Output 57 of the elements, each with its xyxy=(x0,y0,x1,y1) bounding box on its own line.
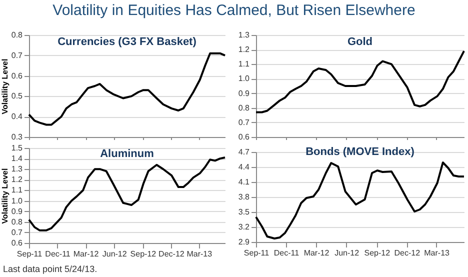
y-tick-label: 0.8 xyxy=(238,103,250,112)
x-tick-label: Jun-12 xyxy=(102,250,128,258)
y-tick-label: 0.8 xyxy=(11,217,24,226)
line-series xyxy=(28,156,226,232)
y-tick-label: 1.2 xyxy=(238,45,250,54)
y-tick-label: 0.9 xyxy=(238,88,250,98)
chart-title: Currencies (G3 FX Basket) xyxy=(58,36,197,48)
y-tick-label: 1.0 xyxy=(238,74,250,84)
y-tick-label: 0.7 xyxy=(11,228,24,237)
y-tick-label: 1.1 xyxy=(11,186,24,195)
chart-title: Aluminum xyxy=(100,148,154,160)
x-tick-label: Sep-12 xyxy=(364,248,391,258)
line-series xyxy=(255,50,465,114)
y-tick-label: 3.8 xyxy=(238,192,250,202)
x-tick-label: Sep-11 xyxy=(244,248,270,258)
y-tick-label: 3.2 xyxy=(238,222,250,232)
y-tick-label: 0.7 xyxy=(238,118,250,127)
y-tick-label: 1.3 xyxy=(11,164,24,174)
x-tick-label: Jun-12 xyxy=(334,248,360,258)
text: Volatility in Equities Has Calmed, But Risen Elsewhere xyxy=(52,2,416,19)
y-tick-label: 0.7 xyxy=(11,50,24,60)
y-tick-label: 1.3 xyxy=(238,30,250,40)
line-series xyxy=(28,52,226,126)
y-tick-label: 0.6 xyxy=(238,132,250,142)
y-tick-label: 2.9 xyxy=(238,238,250,246)
y-axis-title: Volatility Level xyxy=(0,58,10,114)
y-tick-label: 1.4 xyxy=(11,154,24,164)
x-tick-label: Dec-11 xyxy=(274,248,300,258)
chart-title: Gold xyxy=(347,36,373,48)
x-tick-label: Sep-12 xyxy=(130,250,157,258)
y-tick-label: 4.4 xyxy=(238,162,250,172)
x-tick-label: Mar-13 xyxy=(424,248,450,258)
x-tick-label: Dec-12 xyxy=(158,250,185,258)
y-tick-label: 1.0 xyxy=(11,196,24,206)
x-tick-label: Mar-12 xyxy=(73,250,100,258)
chart-title: Bonds (MOVE Index) xyxy=(306,146,415,158)
x-tick-label: Sep-11 xyxy=(16,250,43,258)
y-tick-label: 0.5 xyxy=(11,92,24,101)
y-tick-label: 1.2 xyxy=(11,175,24,184)
x-tick-label: Mar-13 xyxy=(186,250,213,258)
x-tick-label: Dec-12 xyxy=(394,248,421,258)
y-tick-label: 1.1 xyxy=(238,60,250,69)
x-tick-label: Mar-12 xyxy=(304,248,330,258)
text: Last data point 5/24/13. xyxy=(3,264,98,274)
x-tick-label: Dec-11 xyxy=(45,250,71,258)
y-tick-label: 3.5 xyxy=(238,208,250,216)
y-tick-label: 0.8 xyxy=(11,30,24,40)
line-series xyxy=(255,162,465,240)
y-tick-label: 1.5 xyxy=(11,144,24,152)
y-tick-label: 4.1 xyxy=(238,178,250,186)
y-tick-label: 4.7 xyxy=(238,148,250,156)
y-tick-label: 0.6 xyxy=(11,238,24,248)
y-tick-label: 0.6 xyxy=(11,71,24,80)
y-tick-label: 0.3 xyxy=(11,132,24,142)
y-axis-title: Volatility Level xyxy=(0,168,10,224)
y-tick-label: 0.4 xyxy=(11,112,24,122)
y-tick-label: 0.9 xyxy=(11,206,24,216)
